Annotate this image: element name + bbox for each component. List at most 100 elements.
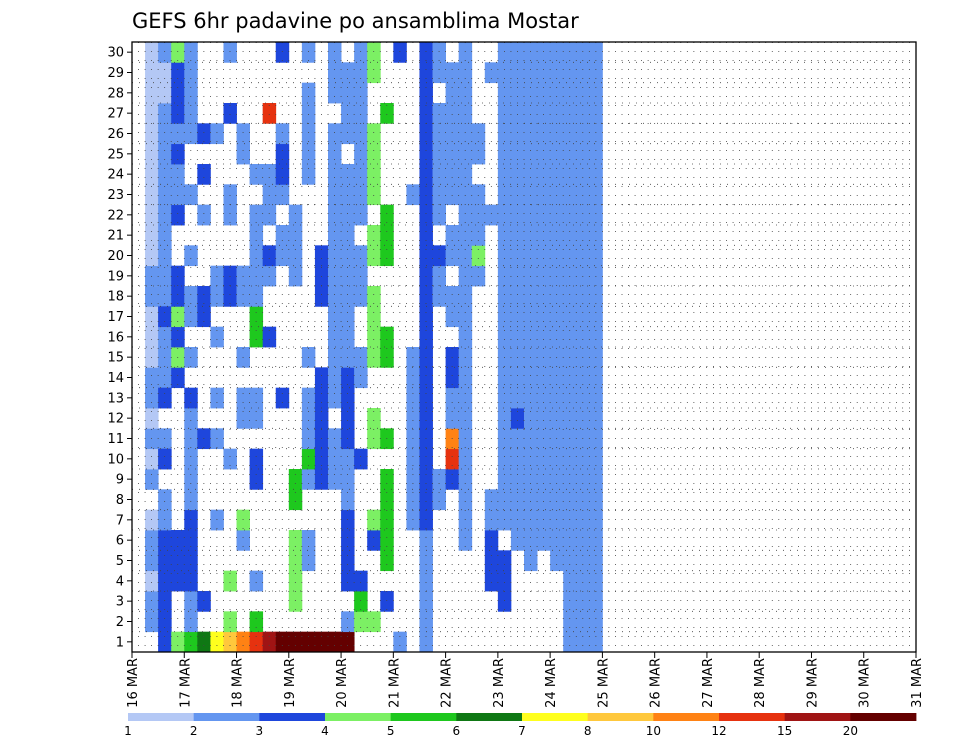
y-tick-label: 11 [107,432,124,447]
heatmap-cell [497,184,512,206]
heatmap-cell [380,225,394,246]
heatmap-cell [497,570,512,592]
heatmap-cell [563,611,577,633]
y-tick-label: 14 [107,371,124,386]
colorbar-label: 4 [321,724,329,738]
heatmap-cell [510,123,525,145]
heatmap-cell [510,286,525,307]
heatmap-cell [497,143,512,165]
heatmap-cell [184,82,198,104]
heatmap-cell [550,550,564,572]
heatmap-cell [524,245,538,267]
colorbar-label: 15 [777,724,792,738]
heatmap-cell [537,387,551,409]
heatmap-cell [524,82,538,104]
colorbar-swatch [259,713,326,721]
heatmap-cell [524,204,538,226]
heatmap-cell [341,82,355,104]
heatmap-cell [328,143,342,165]
heatmap-cell [563,448,577,470]
heatmap-cell [184,509,198,531]
heatmap-cell [249,286,264,307]
heatmap-cell [589,631,603,653]
heatmap-cell [563,489,577,511]
heatmap-cell [223,611,237,633]
heatmap-cell [510,387,525,409]
colorbar-swatch [653,713,720,721]
y-tick-label: 18 [107,290,124,305]
heatmap-cell [341,184,355,206]
heatmap-cell [367,530,381,551]
heatmap-cell [550,143,564,165]
heatmap-cell [184,611,198,633]
heatmap-cell [210,387,224,409]
heatmap-cell [184,570,198,592]
heatmap-cell [367,245,381,267]
heatmap-cell [301,530,316,551]
heatmap-cell [314,631,329,653]
heatmap-cell [550,489,564,511]
heatmap-cell [249,204,264,226]
heatmap-cell [550,184,564,206]
heatmap-cell [524,387,538,409]
heatmap-cell [419,408,433,429]
heatmap-cell [328,42,342,63]
x-tick-label: 20 MAR [335,658,350,708]
heatmap-cell [419,62,433,84]
heatmap-cell [406,387,420,409]
heatmap-cell [537,286,551,307]
heatmap-cell [563,164,577,185]
heatmap-cell [354,204,368,226]
heatmap-cell [301,550,316,572]
heatmap-cell [171,550,185,572]
heatmap-cell [458,489,473,511]
heatmap-cell [341,204,355,226]
heatmap-cell [497,469,512,490]
heatmap-cell [223,286,237,307]
heatmap-cell [537,82,551,104]
heatmap-cell [354,42,368,63]
heatmap-cell [510,489,525,511]
heatmap-cell [445,123,460,145]
y-tick-label: 28 [107,86,124,101]
heatmap-cell [563,530,577,551]
heatmap-cell [184,530,198,551]
heatmap-cell [236,123,250,145]
heatmap-cell [328,123,342,145]
heatmap-cell [563,326,577,348]
heatmap-cell [275,184,290,206]
heatmap-cell [497,204,512,226]
heatmap-cell [145,225,159,246]
heatmap-cell [432,103,446,124]
heatmap-cell [262,326,277,348]
heatmap-cell [236,143,250,165]
heatmap-cell [576,42,590,63]
heatmap-cell [341,245,355,267]
heatmap-cell [341,611,355,633]
heatmap-cell [497,62,512,84]
heatmap-cell [589,204,603,226]
colorbar-swatch [522,713,589,721]
heatmap-cell [589,387,603,409]
heatmap-cell [432,469,446,490]
heatmap-cell [432,245,446,267]
heatmap-cell [537,123,551,145]
heatmap-cell [563,103,577,124]
heatmap-cell [550,408,564,429]
heatmap-cell [406,367,420,389]
x-tick-label: 24 MAR [544,658,559,708]
heatmap-cell [158,42,172,63]
heatmap-cell [367,62,381,84]
heatmap-cell [354,103,368,124]
heatmap-cell [288,489,303,511]
heatmap-cell [563,631,577,653]
heatmap-cell [145,306,159,328]
heatmap-cell [328,184,342,206]
heatmap-cell [458,184,473,206]
y-tick-label: 21 [107,229,124,244]
x-tick-label: 28 MAR [753,658,768,708]
heatmap-cell [301,387,316,409]
heatmap-cell [171,184,185,206]
heatmap-cell [158,82,172,104]
heatmap-cell [576,591,590,612]
